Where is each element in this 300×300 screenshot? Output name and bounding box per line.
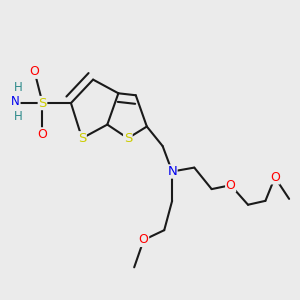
Text: N: N [167, 165, 177, 178]
Text: O: O [226, 179, 236, 192]
Text: S: S [124, 132, 132, 145]
Text: H: H [14, 110, 22, 123]
Text: O: O [139, 233, 148, 246]
Text: S: S [38, 97, 47, 110]
Text: S: S [78, 132, 86, 145]
Text: O: O [30, 65, 40, 78]
Text: O: O [270, 171, 280, 184]
Text: N: N [11, 94, 20, 108]
Text: O: O [38, 128, 47, 141]
Text: H: H [14, 81, 22, 94]
